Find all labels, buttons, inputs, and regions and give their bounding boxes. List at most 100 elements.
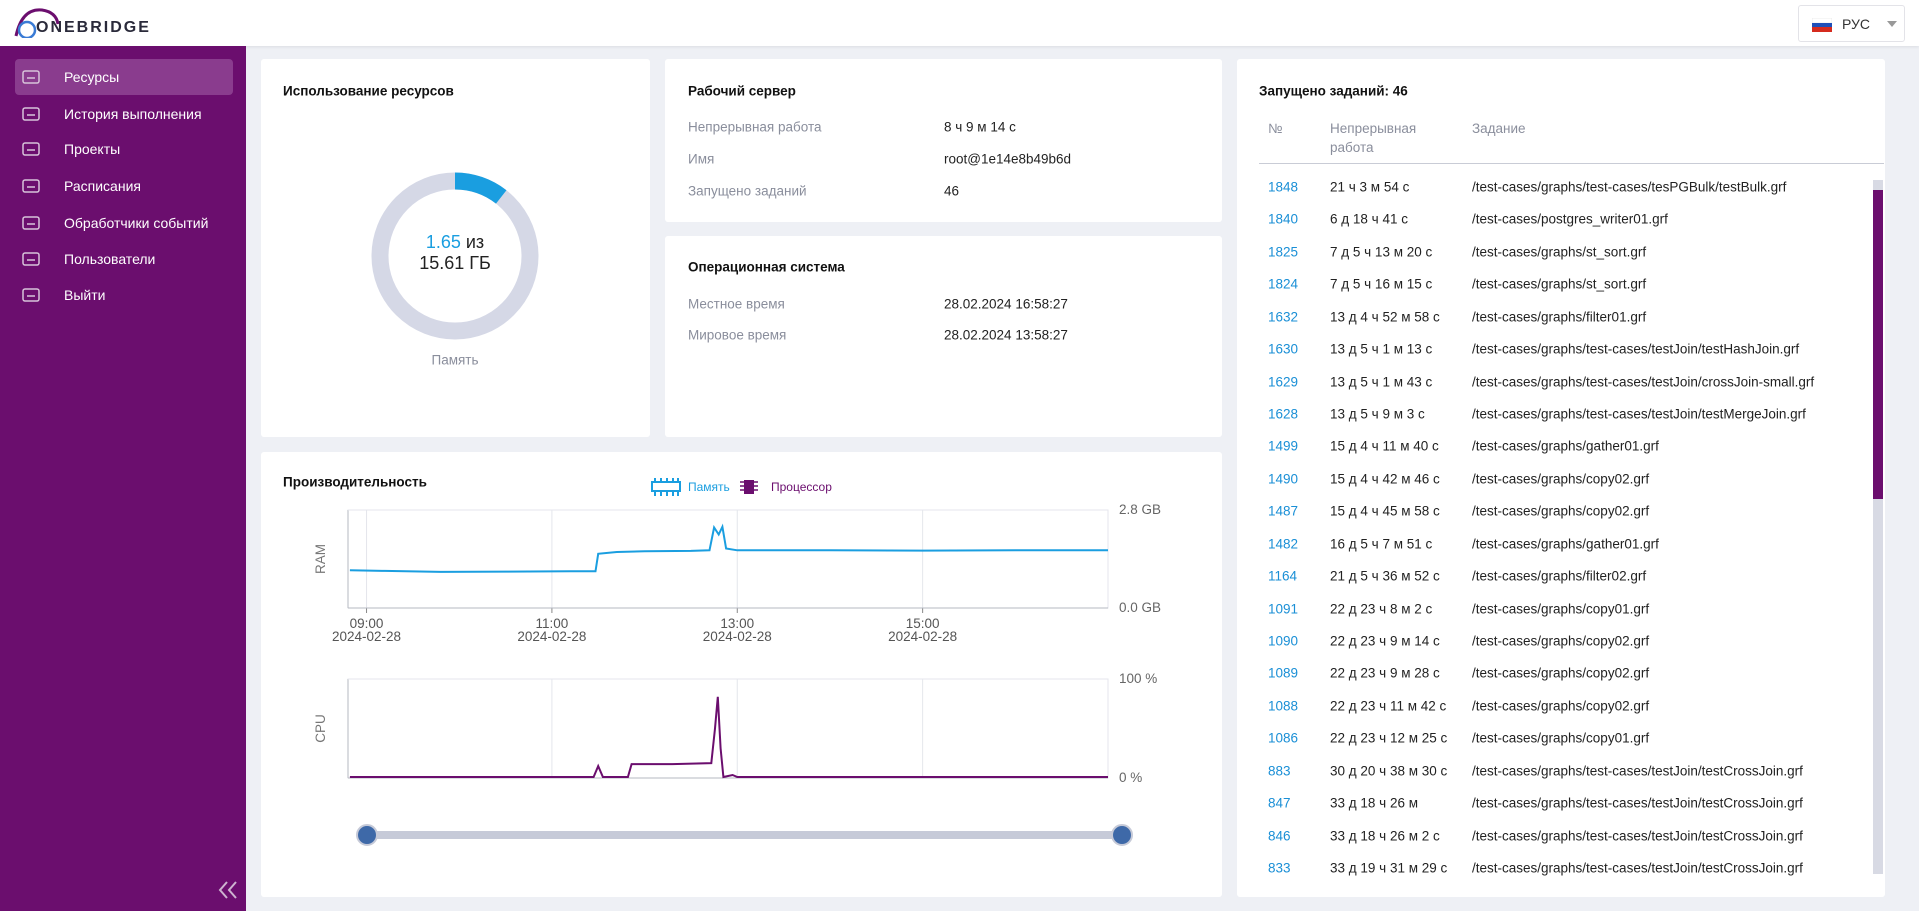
task-id[interactable]: 1499	[1268, 438, 1299, 454]
task-path: /test-cases/graphs/copy01.grf	[1472, 730, 1650, 746]
cpu-legend-icon	[740, 480, 758, 494]
task-id[interactable]: 1840	[1268, 211, 1299, 227]
menu-item[interactable]: Проекты	[64, 141, 121, 157]
card-title: Операционная система	[688, 259, 845, 275]
menu-item[interactable]: Обработчики событий	[64, 215, 209, 231]
tasks-card	[1237, 59, 1885, 897]
performance-card	[261, 452, 1222, 897]
memory-caption: Память	[431, 352, 479, 368]
task-uptime: 13 д 4 ч 52 м 58 с	[1330, 309, 1440, 325]
column-header: №	[1268, 121, 1283, 136]
task-id[interactable]: 1490	[1268, 471, 1299, 487]
collapse-icon[interactable]	[217, 880, 239, 900]
menu-item[interactable]: История выполнения	[64, 106, 202, 122]
task-id[interactable]: 1629	[1268, 374, 1299, 390]
scrollbar[interactable]	[1873, 180, 1883, 874]
task-id[interactable]: 847	[1268, 795, 1291, 811]
memory-separator: из	[465, 232, 485, 252]
menu-item[interactable]: Ресурсы	[64, 69, 120, 85]
task-path: /test-cases/postgres_writer01.grf	[1472, 211, 1668, 227]
menu-item[interactable]: Расписания	[64, 178, 141, 194]
task-path: /test-cases/graphs/copy02.grf	[1472, 665, 1650, 681]
y-axis-label: RAM	[313, 544, 328, 574]
flag-icon	[1812, 18, 1832, 32]
task-path: /test-cases/graphs/gather01.grf	[1472, 438, 1659, 454]
task-path: /test-cases/graphs/st_sort.grf	[1472, 276, 1647, 292]
task-id[interactable]: 833	[1268, 860, 1291, 876]
task-uptime: 15 д 4 ч 11 м 40 с	[1330, 438, 1439, 454]
task-path: /test-cases/graphs/test-cases/testJoin/t…	[1472, 795, 1803, 811]
task-path: /test-cases/graphs/copy02.grf	[1472, 698, 1650, 714]
sidebar	[0, 46, 246, 911]
range-slider[interactable]	[350, 820, 1140, 850]
task-id[interactable]: 883	[1268, 763, 1291, 779]
task-id[interactable]: 1632	[1268, 309, 1299, 325]
plot-frame	[347, 678, 1109, 779]
info-label: Имя	[688, 151, 715, 167]
task-path: /test-cases/graphs/test-cases/testJoin/t…	[1472, 406, 1806, 422]
logo[interactable]: ONEBRIDGE	[36, 19, 151, 36]
task-uptime: 22 д 23 ч 9 м 28 с	[1330, 665, 1440, 681]
task-id[interactable]: 1091	[1268, 601, 1299, 617]
task-uptime: 16 д 5 ч 7 м 51 с	[1330, 536, 1433, 552]
y-tick-label: 100 %	[1119, 671, 1157, 686]
scrollbar-thumb[interactable]	[1873, 190, 1883, 499]
task-uptime: 7 д 5 ч 16 м 15 с	[1330, 276, 1433, 292]
line-series	[349, 696, 1108, 779]
y-tick-label: 2.8 GB	[1119, 502, 1161, 517]
task-path: /test-cases/graphs/copy02.grf	[1472, 633, 1650, 649]
x-tick-date: 2024-02-28	[888, 629, 957, 644]
ram-legend-icon	[651, 478, 681, 496]
performance-charts: 09:002024-02-2811:002024-02-2813:002024-…	[313, 502, 1161, 785]
task-path: /test-cases/graphs/copy02.grf	[1472, 471, 1650, 487]
task-id[interactable]: 1630	[1268, 341, 1299, 357]
task-id[interactable]: 1482	[1268, 536, 1299, 552]
x-tick-date: 2024-02-28	[703, 629, 772, 644]
menu-icon	[22, 142, 40, 156]
task-id[interactable]: 1487	[1268, 503, 1299, 519]
active-menu-bg	[15, 59, 233, 95]
task-uptime: 6 д 18 ч 41 с	[1330, 211, 1408, 227]
menu-icon	[22, 288, 40, 302]
menu-item[interactable]: Пользователи	[64, 251, 156, 267]
memory-text: 1.65 из 15.61 ГБ	[355, 232, 555, 274]
legend-item[interactable]: Процессор	[771, 480, 832, 494]
task-id[interactable]: 1825	[1268, 244, 1299, 260]
task-id[interactable]: 1164	[1268, 568, 1298, 584]
task-id[interactable]: 1628	[1268, 406, 1299, 422]
task-path: /test-cases/graphs/test-cases/tesPGBulk/…	[1472, 179, 1787, 195]
task-id[interactable]: 1088	[1268, 698, 1299, 714]
info-value: 8 ч 9 м 14 с	[944, 119, 1016, 135]
task-uptime: 13 д 5 ч 9 м 3 с	[1330, 406, 1425, 422]
task-uptime: 22 д 23 ч 11 м 42 с	[1330, 698, 1447, 714]
legend-item[interactable]: Память	[688, 480, 730, 494]
info-value: 28.02.2024 16:58:27	[944, 296, 1068, 312]
memory-total: 15.61 ГБ	[419, 253, 491, 273]
info-label: Местное время	[688, 296, 785, 312]
task-uptime: 22 д 23 ч 12 м 25 с	[1330, 730, 1448, 746]
task-uptime: 33 д 18 ч 26 м	[1330, 795, 1418, 811]
table-header-line	[1259, 163, 1884, 164]
task-id[interactable]: 1089	[1268, 665, 1299, 681]
task-path: /test-cases/graphs/copy02.grf	[1472, 503, 1650, 519]
task-id[interactable]: 846	[1268, 828, 1291, 844]
task-id[interactable]: 1090	[1268, 633, 1299, 649]
task-uptime: 22 д 23 ч 8 м 2 с	[1330, 601, 1433, 617]
task-id[interactable]: 1824	[1268, 276, 1299, 292]
language-select[interactable]: РУС	[1798, 5, 1905, 42]
menu-item[interactable]: Выйти	[64, 287, 106, 303]
x-tick-label: 11:00	[536, 616, 569, 631]
task-path: /test-cases/graphs/st_sort.grf	[1472, 244, 1647, 260]
card-title: Рабочий сервер	[688, 83, 796, 99]
menu-icon	[22, 107, 40, 121]
menu-icon	[22, 216, 40, 230]
header	[0, 0, 1919, 46]
task-uptime: 15 д 4 ч 42 м 46 с	[1330, 471, 1440, 487]
task-uptime: 22 д 23 ч 9 м 14 с	[1330, 633, 1440, 649]
info-label: Непрерывная работа	[688, 119, 822, 135]
donut-arc	[454, 172, 507, 204]
task-id[interactable]: 1848	[1268, 179, 1299, 195]
task-id[interactable]: 1086	[1268, 730, 1299, 746]
task-path: /test-cases/graphs/test-cases/testJoin/t…	[1472, 828, 1803, 844]
x-tick-label: 13:00	[720, 616, 754, 631]
